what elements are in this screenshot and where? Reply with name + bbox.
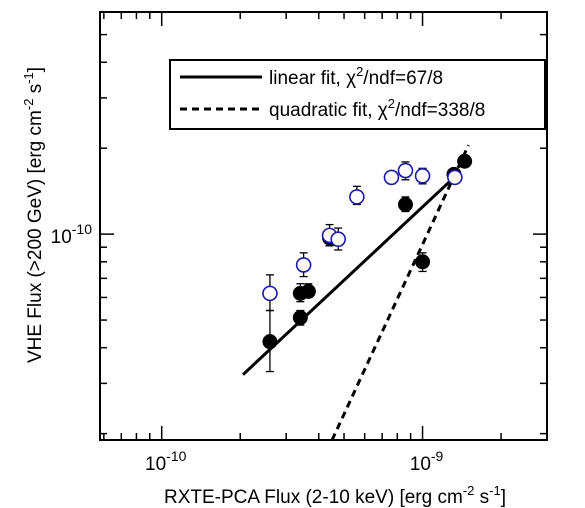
axis-ticks: 10-10 10-9 10-10 [51, 11, 548, 475]
x-axis-title: RXTE-PCA Flux (2-10 keV) [erg cm-2 s-1] [164, 483, 506, 508]
filled-marker [397, 196, 413, 212]
quadratic-fit-line [330, 144, 470, 440]
filled-marker [292, 310, 308, 326]
open-point-6 [397, 161, 414, 181]
plot-border [99, 11, 548, 441]
filled-marker [457, 153, 473, 169]
open-point-4 [349, 185, 365, 206]
open-marker [397, 162, 414, 179]
open-marker [262, 285, 278, 302]
plot-content [242, 144, 473, 440]
y-tick-label: 10-10 [51, 221, 93, 248]
filled-marker [300, 283, 316, 299]
legend-box [169, 59, 546, 130]
open-point-8 [447, 169, 463, 186]
legend: linear fit, χ2/ndf=67/8 quadratic fit, χ2… [169, 59, 546, 130]
x-tick-label: 10-10 [145, 448, 187, 475]
open-point-7 [414, 167, 431, 185]
y-axis-title: VHE Flux (>200 GeV) [erg cm-2 s-1] [21, 67, 46, 363]
open-point-3 [330, 227, 347, 251]
legend-linear-label: linear fit, χ2/ndf=67/8 [269, 64, 443, 89]
filled-point-6 [415, 252, 431, 273]
x-tick-label: 10-9 [410, 448, 444, 475]
filled-point-1 [292, 309, 308, 326]
open-marker [414, 168, 431, 184]
open-marker [383, 169, 400, 186]
legend-quadratic-label: quadratic fit, χ2/ndf=338/8 [269, 96, 485, 121]
open-marker [349, 189, 365, 205]
filled-marker [262, 334, 278, 350]
open-marker [295, 257, 312, 273]
filled-point-5 [397, 196, 413, 213]
filled-marker [415, 254, 431, 270]
open-marker [330, 231, 347, 247]
open-point-0 [262, 274, 278, 312]
plot-frame [99, 11, 548, 441]
open-marker [447, 169, 463, 186]
filled-point-3 [300, 283, 316, 299]
linear-fit-line [242, 171, 461, 376]
filled-point-8 [457, 153, 473, 169]
open-point-5 [383, 169, 400, 186]
open-point-1 [295, 252, 312, 278]
filled-point-0 [262, 309, 278, 373]
